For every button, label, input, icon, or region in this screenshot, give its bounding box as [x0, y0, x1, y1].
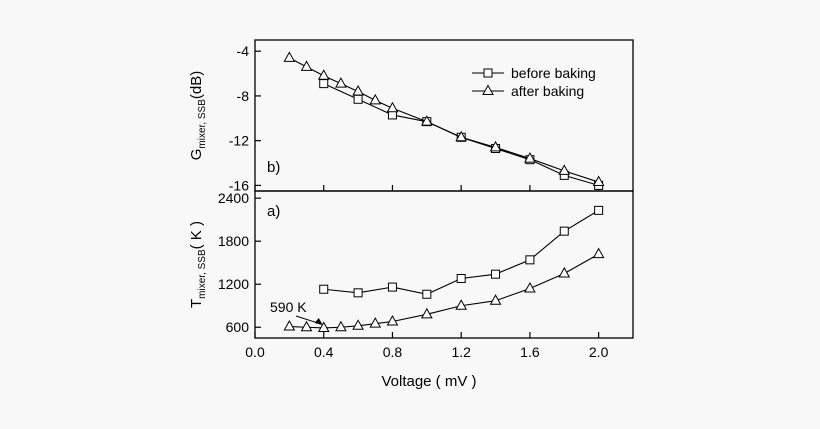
data-point-triangle	[489, 294, 502, 305]
data-point-triangle	[592, 175, 605, 187]
y-axis-title-noise: Tmixer, SSB( K )	[188, 221, 208, 308]
panel-label-gain: b)	[267, 159, 280, 176]
data-point-triangle	[420, 115, 433, 126]
data-point-triangle	[335, 77, 347, 88]
data-point-triangle	[335, 320, 347, 332]
data-point-triangle	[558, 266, 571, 278]
data-point-square	[387, 282, 397, 292]
data-point-square	[319, 79, 329, 89]
data-point-triangle	[283, 51, 296, 62]
legend-marker-square	[483, 68, 493, 78]
x-axis-title: Voltage ( mV )	[381, 373, 476, 390]
y-tick-label-gain: -12	[229, 133, 249, 149]
y-tick-label-noise: 2400	[218, 190, 249, 206]
data-point-triangle	[558, 164, 571, 175]
x-tick-label: 1.6	[520, 344, 540, 360]
legend-label-before-baking: before baking	[511, 65, 596, 81]
data-point-square	[594, 205, 604, 215]
data-point-triangle	[317, 69, 330, 80]
data-point-triangle	[300, 320, 313, 332]
data-point-triangle	[386, 314, 399, 326]
legend-label-after-baking: after baking	[511, 83, 584, 99]
data-point-square	[491, 269, 501, 279]
data-point-triangle	[524, 152, 536, 163]
data-point-triangle	[592, 247, 605, 259]
data-point-square	[559, 226, 569, 236]
data-point-triangle	[489, 140, 502, 152]
data-point-square	[422, 289, 432, 299]
y-tick-label-noise: 1800	[218, 233, 249, 249]
data-point-square	[353, 94, 363, 104]
x-tick-label: 0.0	[245, 344, 265, 360]
y-tick-label-gain: -8	[237, 88, 250, 104]
data-point-square	[456, 273, 466, 283]
y-tick-label-noise: 600	[226, 319, 250, 335]
data-point-triangle	[300, 60, 313, 71]
x-tick-label: 1.2	[451, 344, 471, 360]
annotation-arrow-head	[314, 317, 323, 325]
legend-marker-triangle	[482, 84, 494, 95]
plot-frame-noise	[254, 190, 634, 339]
data-point-triangle	[524, 281, 536, 293]
x-tick-label: 0.4	[314, 344, 334, 360]
panel-label-noise: a)	[267, 203, 280, 220]
y-tick-label-noise: 1200	[218, 276, 249, 292]
data-point-triangle	[369, 317, 382, 328]
data-point-triangle	[455, 299, 468, 310]
data-point-triangle	[283, 319, 296, 331]
y-tick-label-gain: -16	[229, 177, 249, 193]
plot-frame-gain	[254, 39, 634, 192]
data-point-square	[319, 284, 329, 294]
data-point-triangle	[420, 307, 433, 319]
data-point-triangle	[455, 130, 468, 142]
data-point-triangle	[369, 93, 382, 105]
data-point-square	[353, 288, 363, 298]
annotation-label: 590 K	[270, 299, 307, 315]
data-point-triangle	[317, 321, 330, 332]
y-axis-title-gain: Gmixer, SSB(dB)	[188, 71, 208, 160]
data-point-triangle	[352, 319, 364, 330]
x-tick-label: 0.8	[383, 344, 403, 360]
data-point-triangle	[386, 101, 399, 113]
y-tick-label-gain: -4	[237, 43, 250, 59]
data-point-triangle	[352, 84, 364, 96]
data-point-square	[525, 255, 535, 265]
x-tick-label: 2.0	[589, 344, 609, 360]
